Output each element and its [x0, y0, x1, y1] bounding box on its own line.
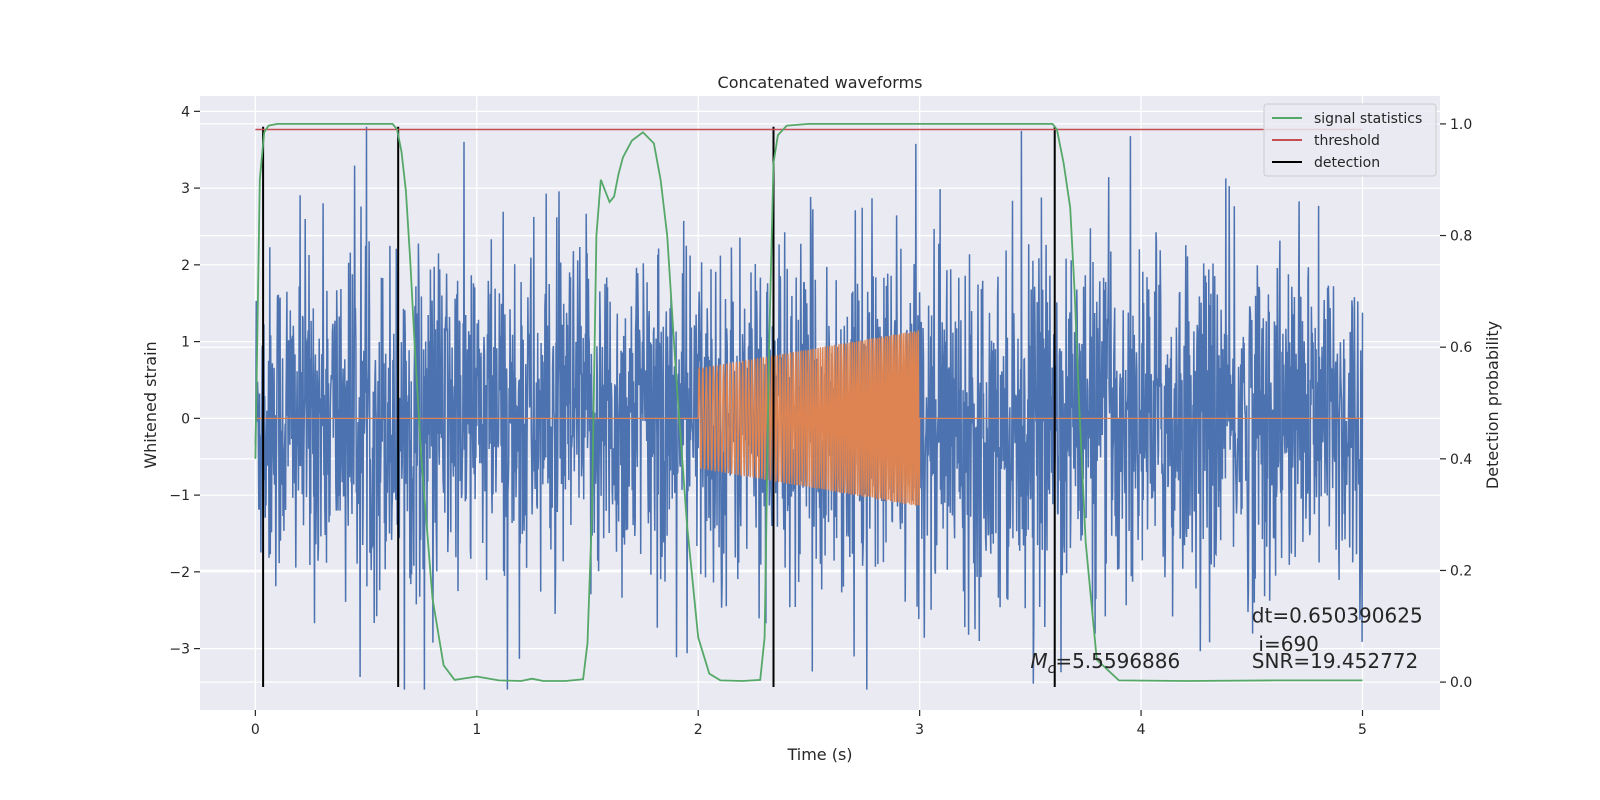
x-axis-label: Time (s): [786, 745, 852, 764]
template-waveform-series: [255, 330, 1363, 506]
x-tick-label: 4: [1137, 722, 1146, 738]
y2-tick-label: 1.0: [1450, 117, 1472, 133]
legend: signal statistics threshold detection: [1263, 103, 1437, 177]
y2-axis-label: Detection probability: [1483, 321, 1502, 489]
y2-tick-label: 0.4: [1450, 452, 1472, 468]
y-axis-label: Whitened strain: [141, 341, 160, 468]
y-tick-label: 0: [181, 411, 190, 427]
annotation-text: SNR=19.452772: [1252, 649, 1418, 673]
y-tick-label: 1: [181, 335, 190, 351]
y2-tick-label: 0.8: [1450, 229, 1472, 245]
y-tick-label: 3: [181, 181, 190, 197]
legend-label: threshold: [1314, 133, 1380, 149]
chart-title: Concatenated waveforms: [718, 73, 923, 92]
x-tick-label: 3: [915, 722, 924, 738]
x-tick-label: 1: [472, 722, 481, 738]
detection-lines: [262, 126, 1056, 687]
y-tick-label: −2: [169, 565, 190, 581]
x-axis-ticks: 0 1 2 3 4 5: [251, 710, 1367, 738]
y-tick-label: 2: [181, 258, 190, 274]
y-tick-label: 4: [181, 104, 190, 120]
annotation-text: Mc=5.5596886: [1030, 649, 1180, 677]
y2-axis-ticks: 0.0 0.2 0.4 0.6 0.8 1.0: [1440, 117, 1472, 691]
annotation-text: i=690: [1258, 632, 1319, 656]
y2-tick-label: 0.6: [1450, 340, 1472, 356]
x-tick-label: 0: [251, 722, 260, 738]
legend-box: [1263, 103, 1437, 177]
plot-content: [254, 123, 1364, 690]
signal-statistics-series: [254, 123, 1363, 682]
y-tick-label: −1: [169, 488, 190, 504]
legend-label: signal statistics: [1314, 111, 1422, 127]
legend-label: detection: [1314, 155, 1380, 171]
annotation-text: dt=0.650390625: [1252, 604, 1423, 628]
y-axis-ticks: −3 −2 −1 0 1 2 3 4: [169, 104, 200, 658]
x-tick-label: 5: [1358, 722, 1367, 738]
x-tick-label: 2: [694, 722, 703, 738]
y2-tick-label: 0.2: [1450, 563, 1472, 579]
y2-tick-label: 0.0: [1450, 675, 1472, 691]
y-tick-label: −3: [169, 642, 190, 658]
